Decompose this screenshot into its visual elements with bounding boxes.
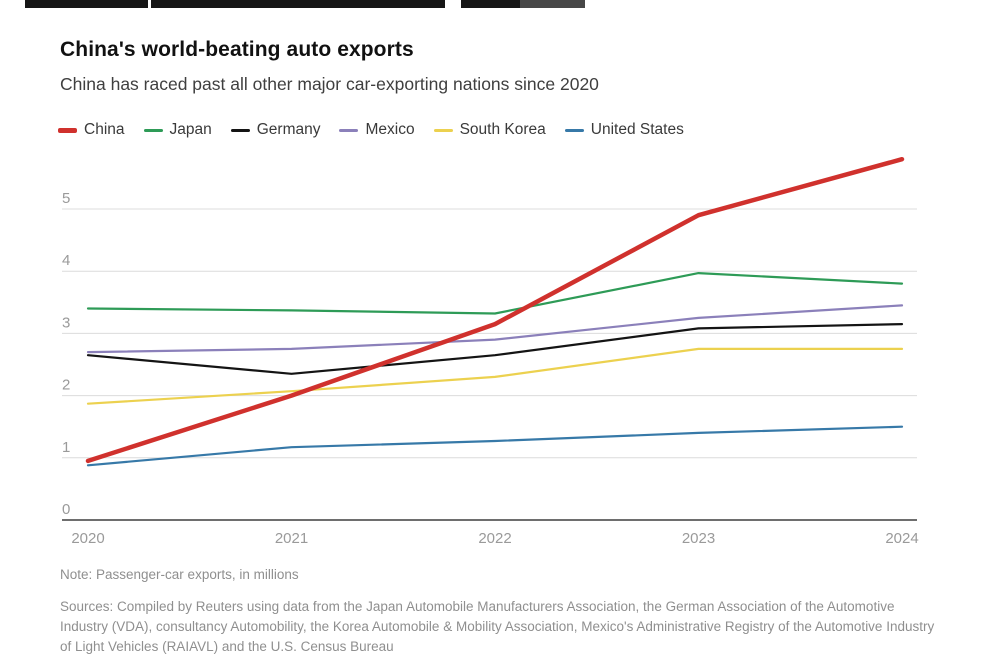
series-line-japan (86, 272, 904, 315)
legend-swatch-south-korea (433, 128, 453, 132)
legend-item-south-korea: South Korea (433, 121, 546, 139)
series-line-united-states (86, 425, 904, 467)
series-line-south-korea (86, 347, 904, 405)
legend-label-japan: Japan (169, 121, 212, 138)
x-tick-label-2024: 2024 (885, 530, 918, 547)
legend-label-mexico: Mexico (365, 121, 415, 138)
series-line-china (85, 156, 905, 464)
y-tick-label-0: 0 (62, 501, 70, 518)
legend-swatch-japan (143, 128, 163, 132)
chart-title: China's world-beating auto exports (60, 38, 414, 61)
legend-swatch-china (58, 127, 77, 133)
legend-label-south-korea: South Korea (459, 121, 546, 138)
y-tick-label-1: 1 (62, 439, 70, 456)
series-line-germany (86, 323, 904, 375)
legend-label-united-states: United States (590, 121, 684, 138)
x-tick-label-2021: 2021 (275, 530, 308, 547)
legend-swatch-mexico (339, 128, 359, 132)
series-line-mexico (86, 304, 904, 354)
x-tick-label-2020: 2020 (71, 530, 104, 547)
legend-label-germany: Germany (256, 121, 321, 138)
legend-item-germany: Germany (230, 121, 321, 139)
y-tick-label-3: 3 (62, 314, 70, 331)
legend-item-mexico: Mexico (339, 121, 415, 139)
y-tick-label-2: 2 (62, 377, 70, 394)
chart-note: Note: Passenger-car exports, in millions (60, 567, 299, 582)
legend-swatch-united-states (564, 128, 584, 132)
legend-item-japan: Japan (143, 121, 212, 139)
chart-sources: Sources: Compiled by Reuters using data … (60, 599, 935, 654)
legend-item-united-states: United States (564, 121, 684, 139)
x-tick-label-2022: 2022 (478, 530, 511, 547)
legend-swatch-germany (230, 128, 250, 132)
chart-legend: China Japan Germany Mexico South Korea United… (58, 119, 703, 141)
legend-label-china: China (84, 121, 125, 138)
y-tick-label-4: 4 (62, 252, 70, 269)
x-tick-label-2023: 2023 (682, 530, 715, 547)
legend-item-china: China (58, 121, 125, 139)
chart-subtitle: China has raced past all other major car… (60, 74, 599, 94)
clipped-header-remnant (25, 0, 585, 8)
y-tick-label-5: 5 (62, 190, 70, 207)
